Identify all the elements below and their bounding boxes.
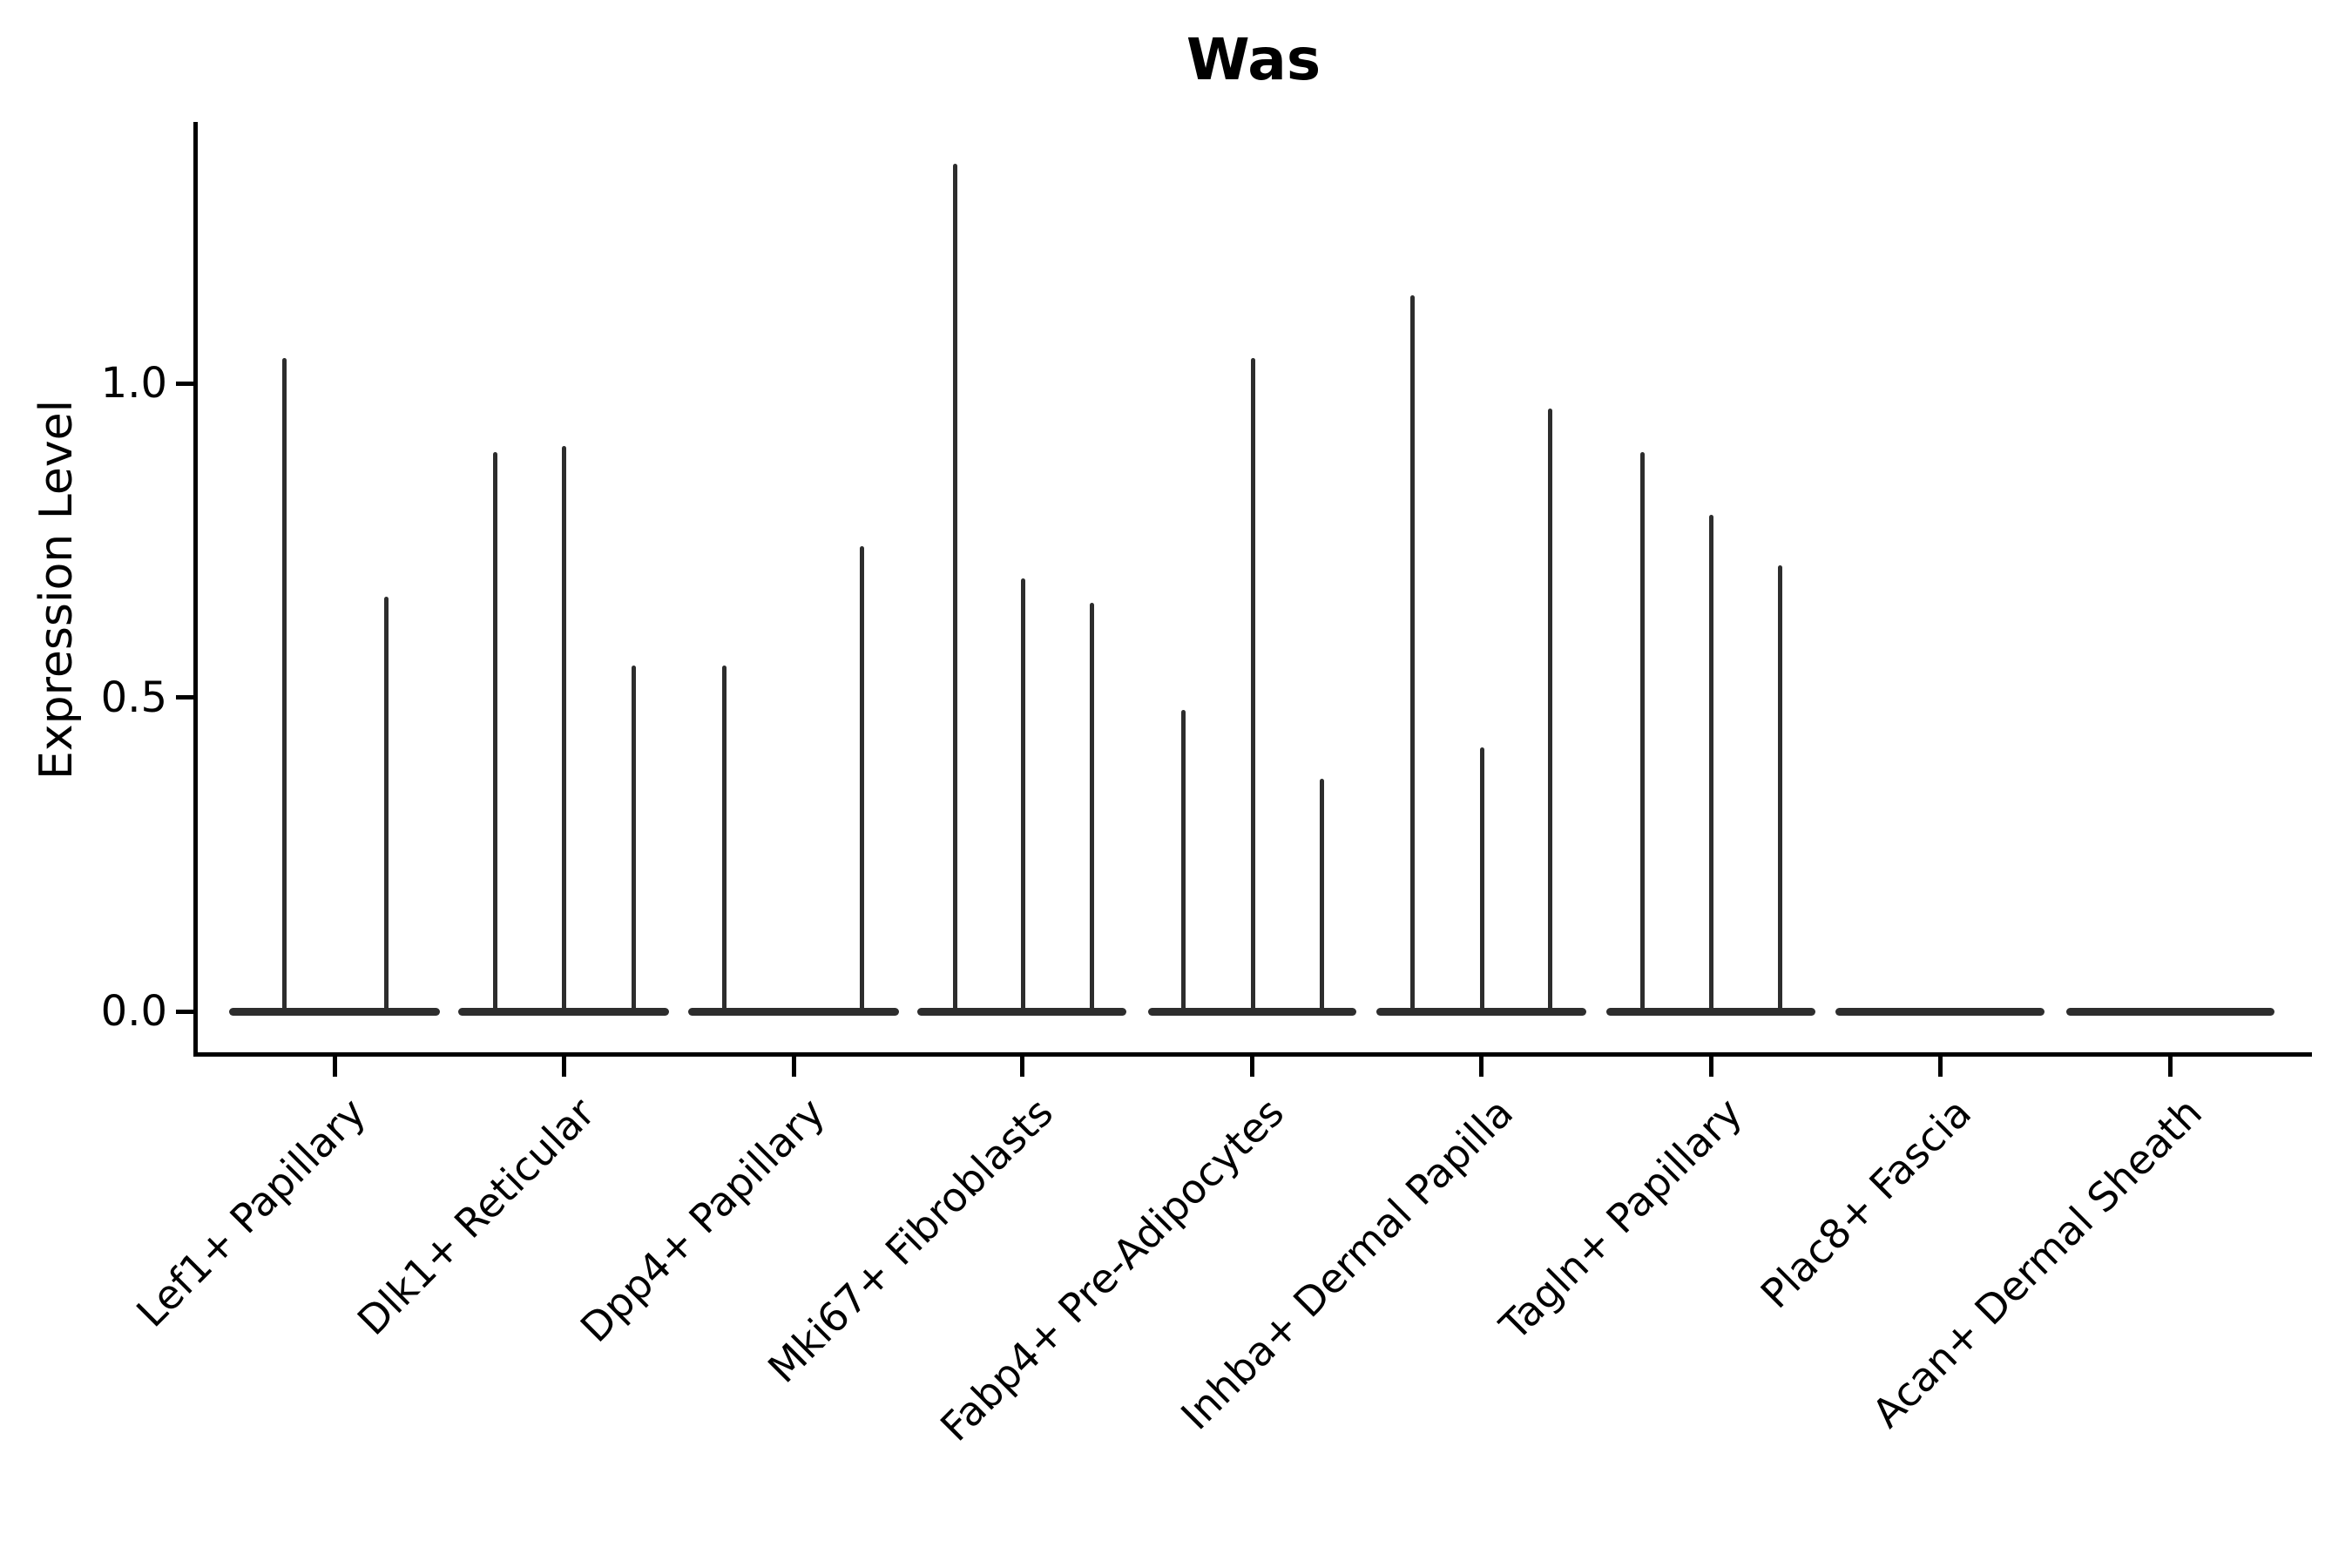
violin-spike [1639, 452, 1645, 1011]
violin-spike [1547, 408, 1552, 1011]
violin-spike [859, 546, 864, 1011]
violin-baseline [1376, 1007, 1586, 1016]
y-tick-label: 0.5 [100, 672, 167, 722]
x-tick-mark [1019, 1055, 1024, 1077]
violin-spike [721, 666, 727, 1011]
violin-spike [1409, 295, 1415, 1011]
x-tick-mark [561, 1055, 566, 1077]
y-tick-mark [176, 695, 198, 700]
chart-title: Was [1186, 26, 1321, 93]
violin-spike [631, 666, 636, 1011]
violin-spike [492, 452, 497, 1011]
y-tick-label: 1.0 [100, 359, 167, 408]
violin-baseline [2066, 1007, 2274, 1016]
x-tick-mark [1708, 1055, 1713, 1077]
x-tick-label: Dpp4+ Papillary [571, 1088, 835, 1352]
violin-spike [952, 163, 957, 1011]
violin-baseline [917, 1007, 1126, 1016]
violin-spike [1180, 709, 1186, 1011]
x-tick-label: Fabp4+ Pre-Adipocytes [930, 1088, 1293, 1450]
violin-baseline [1148, 1007, 1356, 1016]
x-tick-label: Inhba+ Dermal Papilla [1171, 1088, 1522, 1439]
x-tick-mark [1250, 1055, 1254, 1077]
y-tick-mark [176, 381, 198, 386]
violin-baseline [1606, 1007, 1815, 1016]
y-tick-label: 0.0 [100, 987, 167, 1036]
violin-spike [1020, 578, 1025, 1011]
violin-spike [281, 358, 287, 1011]
x-tick-label: Tagln+ Papillary [1490, 1088, 1752, 1349]
y-axis-label: Expression Level [30, 399, 83, 781]
x-tick-mark [791, 1055, 796, 1077]
violin-spike [1708, 515, 1713, 1011]
x-tick-mark [2168, 1055, 2173, 1077]
x-tick-label: Dlk1+ Reticular [348, 1088, 605, 1345]
violin-spike [1319, 779, 1324, 1011]
violin-spike [561, 446, 566, 1011]
violin-baseline [688, 1007, 899, 1016]
x-axis-spine [193, 1052, 2312, 1057]
violin-spike [1777, 565, 1782, 1011]
x-tick-label: Acan+ Dermal Sheath [1862, 1088, 2211, 1437]
x-tick-mark [1479, 1055, 1484, 1077]
x-tick-label: Plac8+ Fascia [1751, 1088, 1981, 1318]
violin-spike [383, 597, 389, 1011]
y-tick-mark [176, 1009, 198, 1014]
violin-baseline [1835, 1007, 2044, 1016]
violin-spike [1250, 358, 1255, 1011]
x-tick-mark [332, 1055, 337, 1077]
violin-spike [1089, 603, 1094, 1011]
violin-baseline [229, 1007, 440, 1016]
violin-spike [1479, 747, 1484, 1011]
y-axis-spine [193, 122, 198, 1057]
violin-baseline [458, 1007, 669, 1016]
x-tick-label: Mki67+ Fibroblasts [759, 1088, 1063, 1392]
x-tick-mark [1937, 1055, 1943, 1077]
x-tick-label: Lef1+ Papillary [127, 1088, 375, 1336]
